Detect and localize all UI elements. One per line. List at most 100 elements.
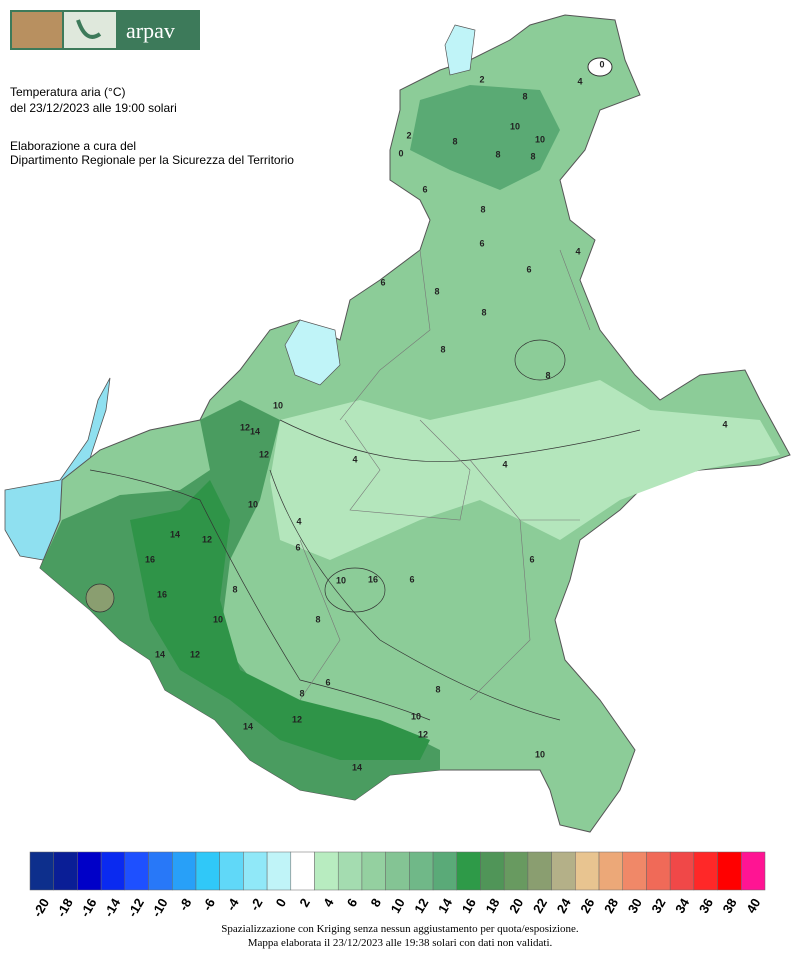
legend-swatch [741,851,766,891]
legend-swatch [622,851,647,891]
legend-label: 38 [720,896,740,916]
legend-label: -10 [148,896,170,920]
contour-label: 10 [510,121,520,131]
contour-label: 10 [248,499,258,509]
legend-label: 28 [601,896,621,916]
contour-label: 12 [292,714,302,724]
legend-swatch [172,851,197,891]
legend-swatch [361,851,386,891]
legend-label: 12 [411,896,431,916]
legend-swatch [29,851,54,891]
warm-zone [40,400,440,800]
contour-label: 6 [295,542,300,552]
contour-label: 10 [535,134,545,144]
legend-swatch [195,851,220,891]
legend-swatch [148,851,173,891]
contour-label: 4 [577,76,582,86]
legend-label: -6 [199,896,218,914]
legend-swatch [290,851,315,891]
legend-swatch [527,851,552,891]
legend-label: 16 [459,896,479,916]
legend-swatch [669,851,695,891]
legend-label: 22 [530,896,550,916]
contour-label: 2 [406,130,411,140]
contour-label: 10 [336,575,346,585]
contour-label: 8 [480,204,485,214]
contour-label: 6 [422,184,427,194]
legend-label: 14 [435,895,456,916]
legend-label: -2 [247,896,266,914]
contour [89,419,641,721]
legend-label: 2 [296,896,313,910]
contour-label: 8 [315,614,320,624]
cold-spot [284,319,341,386]
contour-label: 6 [526,264,531,274]
contour-label: 4 [575,246,580,256]
cold-spot [444,24,476,76]
contour-label: 8 [530,151,535,161]
contour-label: 6 [479,238,484,248]
contour [324,567,386,613]
contour-label: 14 [243,721,253,731]
contour-label: 14 [155,649,165,659]
contour-label: 8 [495,149,500,159]
logo-text: arpav [126,18,175,43]
warm-zone [130,480,430,760]
legend-swatch [314,851,339,891]
contour-label: 10 [535,749,545,759]
legend-swatch [243,851,268,891]
contour-label: 16 [368,574,378,584]
credit: Elaborazione a cura del [10,139,136,153]
contour-label: 12 [259,449,269,459]
contour-label: 12 [190,649,200,659]
legend-swatch [53,851,78,891]
legend-label: -12 [125,896,147,920]
logo-icon [12,12,62,48]
contour-label: 4 [352,454,357,464]
legend-swatch [551,851,576,891]
legend-label: 18 [482,896,502,916]
contour-label: 4 [502,459,507,469]
legend-label: 36 [696,896,716,916]
contour-label: 10 [411,711,421,721]
footer-note: Spazializzazione con Kriging senza nessu… [221,923,579,935]
contour-label: 8 [299,688,304,698]
legend-label: 24 [554,895,575,916]
legend-swatch [575,851,600,891]
contour [514,339,566,381]
contour-label: 4 [296,516,301,526]
footer-note: Mappa elaborata il 23/12/2023 alle 19:38… [248,937,553,949]
contour-label: 6 [325,677,330,687]
legend-swatch [219,851,244,891]
contour-label: 8 [452,136,457,146]
legend-label: 34 [672,895,693,916]
legend-label: 30 [625,896,645,916]
legend-label: -14 [101,895,124,919]
contour-label: 12 [240,422,250,432]
logo: arpav [10,10,200,50]
legend-label: 6 [344,896,361,910]
legend-swatch [337,851,363,891]
legend-swatch [480,851,505,891]
logo-icon [64,12,116,48]
legend: -20 -18 -16 -14 -12 -10 -8 -6 -4 -2 0 2 4 6 8 10 12 14 16 1… [29,851,766,920]
contour-label: 2 [479,74,484,84]
legend-label: 32 [648,896,668,916]
legend-label: 0 [273,896,290,910]
credit: Dipartimento Regionale per la Sicurezza … [10,153,294,167]
contour-label: 8 [232,584,237,594]
contour-label: 4 [722,419,727,429]
warm-spot [85,583,115,613]
legend-label: 4 [320,895,337,909]
legend-label: -4 [223,895,242,913]
legend-swatch [409,851,434,891]
contour-label: 0 [398,148,403,158]
legend-swatch [646,851,671,891]
contour-label: 16 [145,554,155,564]
contour-label: 6 [380,277,385,287]
legend-swatch [717,851,742,891]
legend-label: 10 [388,896,408,916]
legend-swatch [503,851,529,891]
